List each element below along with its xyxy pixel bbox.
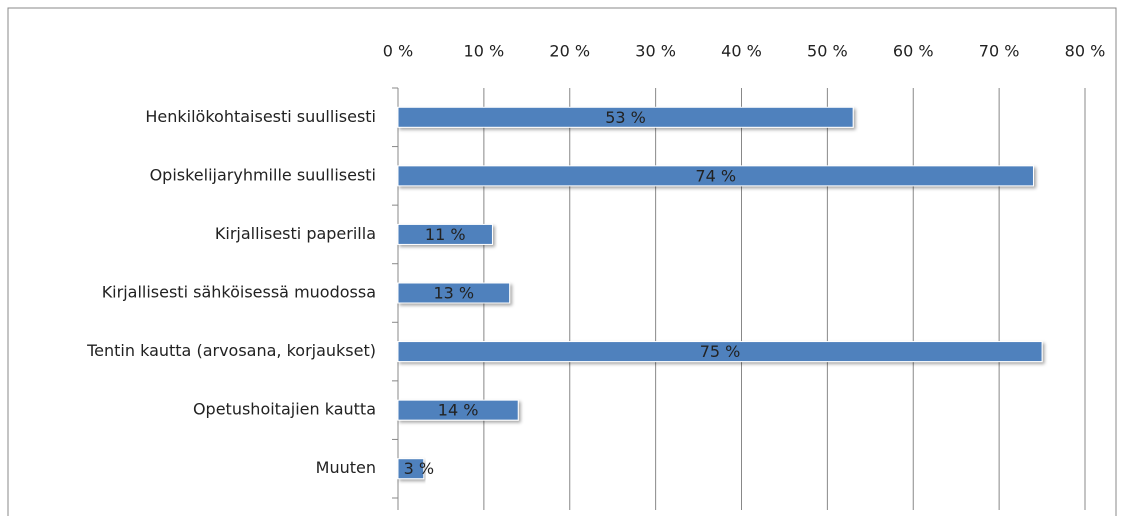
x-tick-label: 10 %	[464, 42, 505, 61]
y-tick-label: Opiskelijaryhmille suullisesti	[150, 165, 376, 184]
data-label: 14 %	[438, 401, 479, 420]
y-tick-label: Kirjallisesti paperilla	[215, 224, 376, 243]
y-tick-label: Opetushoitajien kautta	[193, 400, 376, 419]
data-label: 11 %	[425, 225, 466, 244]
y-tick-label: Tentin kautta (arvosana, korjaukset)	[86, 341, 376, 360]
x-tick-label: 20 %	[549, 42, 590, 61]
bar	[397, 458, 425, 480]
bar	[397, 165, 1034, 187]
data-label: 74 %	[695, 166, 736, 185]
bar	[397, 106, 854, 128]
x-tick-label: 0 %	[383, 42, 413, 61]
x-tick-label: 80 %	[1065, 42, 1106, 61]
bar	[397, 223, 493, 245]
y-tick-label: Kirjallisesti sähköisessä muodossa	[102, 283, 376, 302]
data-label: 75 %	[700, 342, 741, 361]
bar	[397, 399, 519, 421]
y-tick-label: Henkilökohtaisesti suullisesti	[145, 107, 376, 126]
data-label: 3 %	[404, 459, 434, 478]
x-tick-label: 70 %	[979, 42, 1020, 61]
x-tick-label: 30 %	[635, 42, 676, 61]
y-tick-label: Muuten	[316, 458, 376, 477]
data-label: 53 %	[605, 108, 646, 127]
data-label: 13 %	[433, 284, 474, 303]
chart-frame	[7, 7, 1117, 516]
bar	[397, 282, 511, 304]
x-tick-label: 50 %	[807, 42, 848, 61]
bar	[397, 341, 1043, 363]
x-tick-label: 60 %	[893, 42, 934, 61]
x-tick-label: 40 %	[721, 42, 762, 61]
